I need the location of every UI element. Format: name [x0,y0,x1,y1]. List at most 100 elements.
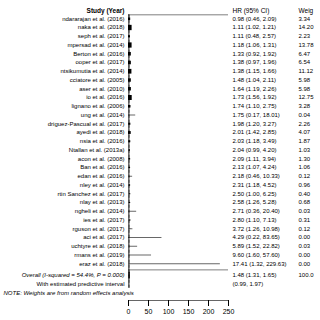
svg-text:17.41 (1.32, 229.63): 17.41 (1.32, 229.63) [233,261,287,267]
svg-text:driguez-Pascual et al. (2017): driguez-Pascual et al. (2017) [48,121,125,127]
svg-text:1.03: 1.03 [299,147,311,153]
svg-text:1.38 (1.15, 1.66): 1.38 (1.15, 1.66) [233,68,277,74]
svg-text:io et al. (2016): io et al. (2016) [86,94,124,100]
svg-text:1.75 (0.17, 18.01): 1.75 (0.17, 18.01) [233,112,280,118]
svg-text:0.68: 0.68 [299,199,311,205]
svg-text:2.04 (0.99, 4.20): 2.04 (0.99, 4.20) [233,147,277,153]
svg-text:1.74 (1.10, 2.75): 1.74 (1.10, 2.75) [233,103,277,109]
svg-text:2.71 (0.36, 20.40): 2.71 (0.36, 20.40) [233,208,280,214]
svg-text:lignano et al. (2006): lignano et al. (2006) [71,103,124,109]
svg-text:5.98: 5.98 [299,86,311,92]
svg-text:1.06: 1.06 [299,164,311,170]
svg-text:naka et al. (2018): naka et al. (2018) [78,24,125,30]
svg-text:ndararajan et al. (2016): ndararajan et al. (2016) [62,16,124,22]
svg-text:ung et al. (2014): ung et al. (2014) [81,112,125,118]
svg-text:2.50 (1.00, 6.25): 2.50 (1.00, 6.25) [233,191,277,197]
svg-text:3.28: 3.28 [299,103,311,109]
svg-text:rtin Sanchez et al. (2017): rtin Sanchez et al. (2017) [57,191,124,197]
svg-text:150: 150 [183,308,195,315]
svg-text:nlay et al. (2013): nlay et al. (2013) [80,199,125,205]
svg-text:9.60 (1.60, 57.60): 9.60 (1.60, 57.60) [233,252,280,258]
svg-text:200: 200 [203,308,215,315]
svg-text:3.34: 3.34 [299,16,311,22]
svg-text:ooper et al. (2017): ooper et al. (2017) [75,59,124,65]
svg-text:aser et al. (2010): aser et al. (2010) [79,86,124,92]
svg-text:250: 250 [223,308,235,315]
svg-text:5.89 (1.52, 22.82): 5.89 (1.52, 22.82) [233,243,280,249]
svg-text:6.47: 6.47 [299,51,311,57]
svg-text:0: 0 [127,308,131,315]
svg-text:0.03: 0.03 [299,243,311,249]
svg-text:1.48 (1.04, 2.11): 1.48 (1.04, 2.11) [233,77,277,83]
svg-text:1.30: 1.30 [299,156,311,162]
svg-text:seph et al. (2017): seph et al. (2017) [78,33,125,39]
svg-text:1.38 (0.97, 1.96): 1.38 (0.97, 1.96) [233,59,277,65]
svg-text:acon et al. (2008): acon et al. (2008) [78,156,125,162]
svg-text:1.87: 1.87 [299,138,311,144]
svg-text:100.0: 100.0 [299,272,315,278]
svg-text:4.07: 4.07 [299,129,311,135]
svg-text:1.18 (1.06, 1.31): 1.18 (1.06, 1.31) [233,42,277,48]
svg-text:0.12: 0.12 [299,173,311,179]
svg-text:50: 50 [145,308,153,315]
svg-text:NOTE: Weights are from random: NOTE: Weights are from random effects an… [4,290,134,296]
svg-text:0.96: 0.96 [299,182,311,188]
svg-text:(0.99, 1.97): (0.99, 1.97) [233,281,264,287]
svg-text:ies et al. (2017): ies et al. (2017) [83,217,124,223]
svg-text:0.00: 0.00 [299,261,311,267]
svg-text:2.03 (1.18, 3.49): 2.03 (1.18, 3.49) [233,138,277,144]
svg-text:12.75: 12.75 [299,94,315,100]
svg-text:rmans et al. (2019): rmans et al. (2019) [74,252,124,258]
svg-text:uchtyre et al. (2018): uchtyre et al. (2018) [71,243,124,249]
svg-text:1.11 (1.02, 1.21): 1.11 (1.02, 1.21) [233,24,277,30]
svg-text:100: 100 [163,308,175,315]
svg-text:With estimated predictive inte: With estimated predictive interval [36,281,124,287]
svg-text:1.11 (0.48, 2.57): 1.11 (0.48, 2.57) [233,33,277,39]
svg-text:Overall (I-squared = 54.4%, P: Overall (I-squared = 54.4%, P = 0.000) [22,272,125,278]
svg-text:1.73 (1.56, 1.92): 1.73 (1.56, 1.92) [233,94,277,100]
svg-text:2.26: 2.26 [299,121,311,127]
svg-text:eraz et al. (2018): eraz et al. (2018) [79,261,124,267]
svg-text:Berton et al. (2016): Berton et al. (2016) [73,51,124,57]
svg-text:4.29 (0.22, 83.65): 4.29 (0.22, 83.65) [233,234,280,240]
svg-text:HR (95% CI): HR (95% CI) [233,7,270,15]
svg-text:2.58 (1.26, 5.28): 2.58 (1.26, 5.28) [233,199,277,205]
svg-text:Study (Year): Study (Year) [87,7,125,15]
svg-text:2.01 (1.42, 2.85): 2.01 (1.42, 2.85) [233,129,277,135]
svg-text:Weig: Weig [299,7,314,15]
svg-text:1.98 (1.20, 3.27): 1.98 (1.20, 3.27) [233,121,277,127]
svg-text:2.09 (1.11, 3.94): 2.09 (1.11, 3.94) [233,156,277,162]
svg-text:ntsikumutia et al. (2014): ntsikumutia et al. (2014) [60,68,124,74]
svg-text:0.98 (0.46, 2.09): 0.98 (0.46, 2.09) [233,16,277,22]
svg-text:0.00: 0.00 [299,252,311,258]
svg-text:3.72 (1.26, 10.98): 3.72 (1.26, 10.98) [233,226,280,232]
svg-text:5.98: 5.98 [299,77,311,83]
svg-text:2.23: 2.23 [299,33,311,39]
svg-text:2.18 (0.46, 10.33): 2.18 (0.46, 10.33) [233,173,280,179]
svg-text:0.04: 0.04 [299,112,311,118]
svg-text:1.64 (1.19, 2.26): 1.64 (1.19, 2.26) [233,86,277,92]
svg-text:1.48 (1.31, 1.65): 1.48 (1.31, 1.65) [233,272,277,278]
svg-text:ngheli et al. (2014): ngheli et al. (2014) [75,208,125,214]
svg-text:14.20: 14.20 [299,24,315,30]
svg-text:0.03: 0.03 [299,208,311,214]
svg-text:cciatore et al. (2005): cciatore et al. (2005) [70,77,125,83]
svg-text:13.78: 13.78 [299,42,315,48]
svg-text:rguson et al. (2017): rguson et al. (2017) [72,226,124,232]
svg-text:2.13 (1.07, 4.24): 2.13 (1.07, 4.24) [233,164,277,170]
svg-text:0.00: 0.00 [299,234,311,240]
svg-text:nsia et al. (2016): nsia et al. (2016) [80,138,125,144]
svg-text:0.31: 0.31 [299,217,311,223]
svg-text:aci et al. (2017): aci et al. (2017) [83,234,124,240]
svg-text:1.33 (0.92, 1.92): 1.33 (0.92, 1.92) [233,51,277,57]
svg-text:0.12: 0.12 [299,226,311,232]
svg-text:mpersad et al. (2014): mpersad et al. (2014) [67,42,124,48]
svg-text:2.31 (1.18, 4.52): 2.31 (1.18, 4.52) [233,182,277,188]
svg-text:11.12: 11.12 [299,68,314,74]
svg-text:Ntallan et al. (2013a): Ntallan et al. (2013a) [69,147,125,153]
svg-text:ayedi et al. (2018): ayedi et al. (2018) [76,129,124,135]
svg-text:edan et al. (2016): edan et al. (2016) [77,173,124,179]
svg-text:0.40: 0.40 [299,191,311,197]
svg-text:nley et al. (2014): nley et al. (2014) [80,182,125,188]
svg-text:Ban et al. (2016): Ban et al. (2016) [80,164,124,170]
